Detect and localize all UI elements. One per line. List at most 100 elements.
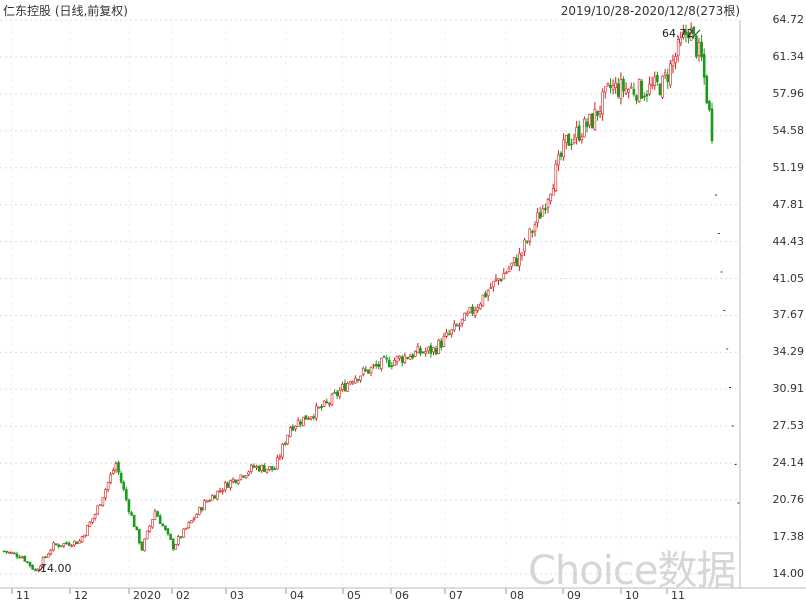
- candle-up: [153, 510, 157, 520]
- y-tick-label: 41.05: [772, 271, 805, 285]
- candle-up: [536, 212, 539, 224]
- candle-down: [658, 83, 662, 96]
- candle-up: [497, 278, 500, 281]
- candle-up: [7, 551, 11, 554]
- candle-up: [148, 525, 152, 532]
- candle-up: [611, 84, 615, 90]
- y-tick-label: 51.19: [772, 160, 805, 174]
- candle-up: [276, 457, 279, 470]
- candle-up: [52, 542, 55, 551]
- y-tick-label: 64.72: [772, 13, 805, 26]
- candle-up: [437, 339, 440, 354]
- candle-up: [601, 91, 604, 115]
- candle-up: [588, 114, 591, 126]
- candle-down: [590, 113, 594, 129]
- y-tick-label: 30.91: [772, 382, 805, 396]
- candle-up: [99, 504, 102, 507]
- candle-up: [650, 84, 654, 87]
- candle-up: [502, 273, 506, 280]
- candle-up: [476, 307, 480, 311]
- y-tick-label: 20.76: [772, 493, 805, 507]
- candle-down: [585, 121, 589, 128]
- candle-down: [226, 482, 230, 488]
- candle-up: [184, 527, 188, 530]
- x-tick-label: 12: [74, 589, 88, 602]
- candle-down: [577, 125, 581, 141]
- candle-up: [315, 405, 318, 419]
- candle-down: [567, 133, 571, 146]
- candle-up: [663, 72, 667, 76]
- x-tick-label: 07: [449, 589, 463, 602]
- candle-down: [419, 347, 422, 354]
- candle-up: [481, 294, 485, 307]
- candle-down: [44, 556, 47, 559]
- candle-up: [393, 360, 396, 366]
- x-tick-label: 10: [625, 589, 639, 602]
- candle-up: [432, 347, 435, 353]
- candle-down: [234, 479, 237, 483]
- candle-down: [692, 26, 696, 35]
- candle-down: [364, 369, 368, 371]
- candle-up: [20, 556, 24, 559]
- x-tick-label: 03: [230, 589, 244, 602]
- candle-up: [195, 513, 198, 518]
- candle-up: [221, 490, 224, 492]
- candle-up: [380, 357, 383, 369]
- candle-down: [708, 100, 711, 110]
- candle-up: [408, 356, 412, 360]
- choice-watermark: Choice数据: [528, 548, 736, 594]
- candle-up: [453, 323, 456, 331]
- y-tick-label: 54.58: [772, 123, 805, 137]
- candle-up: [249, 464, 253, 472]
- candle-up: [187, 522, 191, 528]
- candle-down: [270, 466, 274, 470]
- candle-up: [151, 519, 154, 528]
- candle-down: [632, 88, 636, 95]
- candle-down: [447, 333, 451, 336]
- candle-up: [109, 474, 113, 483]
- candle-up: [85, 525, 89, 537]
- x-tick-label: 06: [395, 589, 409, 602]
- candle-up: [606, 83, 610, 86]
- x-tick-label: 04: [290, 589, 304, 602]
- candle-down: [616, 83, 620, 97]
- candle-up: [205, 500, 209, 503]
- candle-up: [648, 83, 651, 95]
- candle-up: [520, 252, 524, 256]
- x-tick-label: 05: [347, 589, 361, 602]
- candle-down: [559, 152, 563, 157]
- candle-up: [580, 136, 584, 140]
- candle-down: [484, 292, 487, 298]
- y-tick-label: 61.34: [772, 49, 805, 63]
- candle-up: [328, 402, 331, 405]
- candle-down: [367, 369, 370, 374]
- candle-up: [307, 418, 310, 420]
- candle-down: [325, 401, 329, 404]
- candle-up: [697, 42, 701, 56]
- candle-down: [609, 84, 612, 88]
- candles: [2, 22, 714, 572]
- candle-down: [635, 95, 638, 101]
- candle-up: [361, 368, 365, 375]
- candle-down: [400, 356, 404, 363]
- candle-down: [179, 536, 183, 538]
- projection-marks: [715, 194, 740, 504]
- candle-up: [354, 377, 357, 384]
- candle-up: [239, 474, 243, 480]
- candle-up: [145, 530, 149, 540]
- candle-down: [54, 543, 58, 546]
- candle-down: [164, 525, 167, 530]
- x-tick-label: 2020: [133, 589, 161, 602]
- candle-up: [395, 355, 399, 362]
- candle-up: [445, 332, 448, 337]
- candle-down: [2, 550, 6, 553]
- candle-up: [289, 427, 292, 437]
- candle-up: [182, 528, 185, 538]
- candle-up: [83, 534, 86, 538]
- candle-down: [700, 41, 703, 58]
- candle-up: [551, 188, 555, 196]
- candle-up: [218, 490, 222, 492]
- candle-up: [398, 355, 401, 359]
- candle-down: [710, 108, 714, 141]
- min-price-label: 14.00: [40, 562, 72, 575]
